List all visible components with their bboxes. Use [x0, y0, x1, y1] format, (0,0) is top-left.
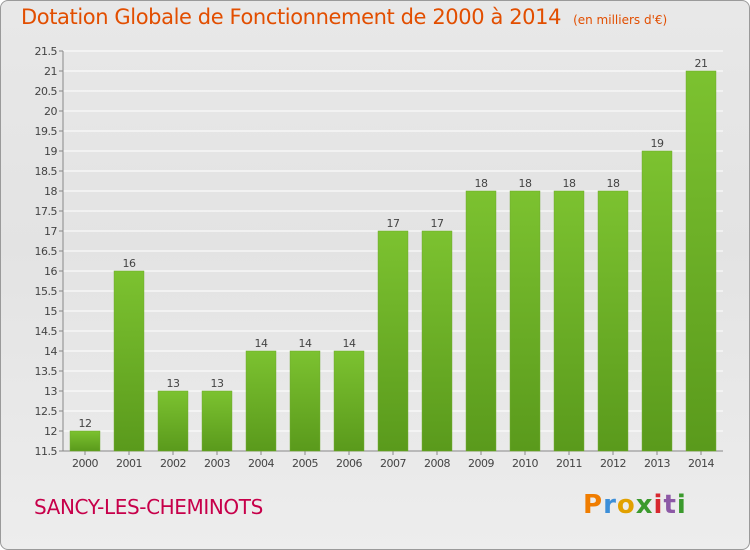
logo-letter: P — [583, 490, 604, 520]
bar — [377, 230, 409, 452]
logo-letter: r — [603, 490, 617, 520]
x-tick-label: 2000 — [72, 457, 98, 470]
y-tick-label: 19 — [44, 145, 57, 158]
x-tick-label: 2002 — [160, 457, 186, 470]
commune-name: SANCY-LES-CHEMINOTS — [34, 495, 263, 519]
bar — [641, 150, 673, 452]
y-tick-label: 15.5 — [35, 285, 58, 298]
proxiti-logo: Proxiti — [583, 490, 687, 520]
labels: 11.5 12 12.5 13 13.5 14 14.5 15 15.5 16 16.5 17 17.5… — [35, 45, 715, 470]
x-tick-label: 2013 — [644, 457, 670, 470]
bar-value-label: 14 — [299, 337, 312, 350]
logo-letter: x — [635, 490, 654, 520]
x-tick-label: 2005 — [292, 457, 318, 470]
y-tick-label: 17 — [44, 225, 57, 238]
bar-value-label: 18 — [563, 177, 576, 190]
bar — [509, 190, 541, 452]
bar — [553, 190, 585, 452]
x-tick-label: 2014 — [688, 457, 714, 470]
y-tick-label: 18.5 — [35, 165, 58, 178]
y-tick-label: 14.5 — [35, 325, 58, 338]
bar-value-label: 18 — [519, 177, 532, 190]
bar-value-label: 18 — [607, 177, 620, 190]
chart-unit: (en milliers d'€) — [573, 13, 668, 27]
y-tick-label: 16 — [44, 265, 57, 278]
y-tick-label: 19.5 — [35, 125, 58, 138]
bar — [289, 350, 321, 452]
y-tick-label: 20.5 — [35, 85, 58, 98]
y-tick-label: 17.5 — [35, 205, 58, 218]
y-tick-label: 21 — [44, 65, 57, 78]
x-tick-label: 2008 — [424, 457, 450, 470]
bar-value-label: 17 — [431, 217, 444, 230]
x-tick-label: 2003 — [204, 457, 230, 470]
y-tick-label: 21.5 — [35, 45, 58, 58]
bar — [245, 350, 277, 452]
bar-value-label: 14 — [343, 337, 356, 350]
bar — [333, 350, 365, 452]
chart-title-text: Dotation Globale de Fonctionnement de 20… — [21, 5, 562, 29]
bar — [201, 390, 233, 452]
bar-value-label: 19 — [651, 137, 664, 150]
logo-letter: i — [653, 490, 664, 520]
y-tick-label: 13 — [44, 385, 57, 398]
bar — [157, 390, 189, 452]
y-tick-label: 14 — [44, 345, 57, 358]
x-tick-label: 2006 — [336, 457, 362, 470]
bar-value-label: 16 — [123, 257, 136, 270]
bar — [465, 190, 497, 452]
chart-title: Dotation Globale de Fonctionnement de 20… — [21, 5, 667, 29]
x-tick-label: 2012 — [600, 457, 626, 470]
bar-value-label: 21 — [695, 57, 708, 70]
y-tick-label: 20 — [44, 105, 57, 118]
y-tick-label: 12 — [44, 425, 57, 438]
x-tick-label: 2007 — [380, 457, 406, 470]
y-tick-label: 12.5 — [35, 405, 58, 418]
y-tick-label: 15 — [44, 305, 57, 318]
bar-value-label: 17 — [387, 217, 400, 230]
bar — [597, 190, 629, 452]
x-tick-label: 2009 — [468, 457, 494, 470]
logo-letter: o — [616, 490, 636, 520]
bar-value-label: 13 — [167, 377, 180, 390]
bar-value-label: 12 — [79, 417, 92, 430]
logo-letter: i — [676, 490, 687, 520]
y-tick-label: 18 — [44, 185, 57, 198]
bars — [69, 70, 717, 452]
y-tick-label: 11.5 — [35, 445, 58, 458]
x-tick-label: 2011 — [556, 457, 582, 470]
bar-value-label: 13 — [211, 377, 224, 390]
bar — [421, 230, 453, 452]
bar-value-label: 18 — [475, 177, 488, 190]
logo-letter: t — [663, 490, 677, 520]
x-tick-label: 2004 — [248, 457, 274, 470]
bar — [685, 70, 717, 452]
y-tick-label: 16.5 — [35, 245, 58, 258]
bar — [69, 430, 101, 452]
y-tick-label: 13.5 — [35, 365, 58, 378]
bar — [113, 270, 145, 452]
x-tick-label: 2010 — [512, 457, 538, 470]
x-tick-label: 2001 — [116, 457, 142, 470]
bar-value-label: 14 — [255, 337, 268, 350]
